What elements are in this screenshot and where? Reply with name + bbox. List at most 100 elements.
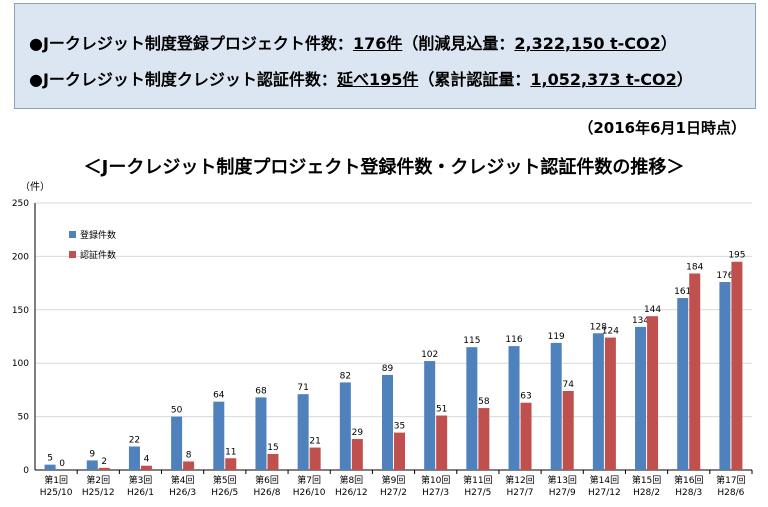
y-tick-label: 150	[12, 306, 29, 316]
x-tick-label-date: H26/12	[335, 488, 368, 498]
x-tick-label-round: 第7回	[297, 474, 321, 486]
bar-certified	[98, 467, 110, 470]
data-label-registered: 64	[213, 391, 225, 401]
data-label-certified: 4	[144, 455, 150, 465]
bullet: ●	[29, 70, 43, 89]
x-tick-label-round: 第17回	[716, 474, 745, 486]
data-label-certified: 74	[562, 380, 574, 390]
data-label-certified: 11	[225, 447, 236, 457]
registered-projects-count: 176件	[352, 34, 403, 53]
legend-label: 認証件数	[80, 249, 116, 261]
bar-registered	[44, 464, 56, 470]
x-tick-label-date: H26/1	[127, 488, 154, 498]
data-label-registered: 134	[632, 316, 649, 326]
bar-certified	[267, 453, 279, 470]
bar-certified	[436, 415, 448, 470]
x-tick-label-date: H28/3	[675, 488, 702, 498]
x-tick-label-date: H26/5	[211, 488, 238, 498]
y-tick-label: 0	[23, 466, 29, 476]
x-tick-label-round: 第10回	[421, 474, 450, 486]
summary-box: ●Jークレジット制度登録プロジェクト件数：176件（削減見込量：2,322,15…	[14, 3, 756, 109]
data-label-certified: 35	[394, 422, 405, 432]
bar-registered	[382, 374, 393, 470]
y-tick-label: 200	[12, 252, 29, 262]
bar-certified	[689, 273, 701, 470]
data-label-certified: 58	[478, 397, 490, 407]
data-label-registered: 116	[505, 335, 522, 345]
data-label-registered: 68	[255, 386, 267, 396]
y-tick-label: 50	[18, 413, 30, 423]
certified-amount-prefix: （累計認証量：	[418, 70, 531, 89]
bar-registered	[171, 416, 183, 470]
bar-certified	[478, 408, 490, 470]
reduction-prefix: （削減見込量：	[402, 34, 515, 53]
x-tick-label-round: 第16回	[674, 474, 703, 486]
x-tick-label-round: 第8回	[339, 474, 363, 486]
bar-certified	[604, 337, 616, 470]
y-tick-label: 100	[12, 359, 29, 369]
bar-certified	[183, 461, 195, 470]
x-tick-label-date: H27/5	[464, 488, 491, 498]
bar-certified	[562, 390, 574, 470]
x-tick-label-round: 第1回	[44, 474, 68, 486]
data-label-registered: 119	[548, 332, 565, 342]
x-tick-label-round: 第9回	[382, 474, 406, 486]
x-tick-label-round: 第6回	[255, 474, 279, 486]
x-tick-label-date: H27/3	[422, 488, 449, 498]
x-tick-label-date: H25/12	[82, 488, 115, 498]
x-tick-label-round: 第12回	[505, 474, 534, 486]
x-tick-label-date: H27/2	[380, 488, 407, 498]
data-label-registered: 50	[171, 406, 183, 416]
x-tick-label-round: 第3回	[129, 474, 153, 486]
y-axis-unit-label: （件）	[20, 181, 50, 193]
as-of-date: （2016年6月1日時点）	[578, 119, 746, 137]
bar-certified	[647, 316, 659, 470]
bar-registered	[466, 347, 478, 470]
data-label-registered: 71	[297, 383, 308, 393]
bar-registered	[635, 326, 647, 470]
bar-registered	[719, 282, 731, 470]
certified-amount-value: 1,052,373 t-CO2	[530, 70, 677, 89]
data-label-registered: 89	[382, 364, 394, 374]
certified-credits-label: Jークレジット制度クレジット認証件数：	[42, 70, 337, 89]
certified-credits-line: ●Jークレジット制度クレジット認証件数：延べ195件（累計認証量：1,052,3…	[29, 66, 693, 90]
x-tick-label-round: 第14回	[590, 474, 619, 486]
bar-registered	[508, 346, 520, 470]
data-label-registered: 161	[674, 287, 691, 297]
chart-title: ＜Jークレジット制度プロジェクト登録件数・クレジット認証件数の推移＞	[83, 157, 685, 178]
x-tick-label-date: H27/7	[507, 488, 534, 498]
bar-certified	[225, 458, 237, 470]
data-label-registered: 102	[421, 350, 438, 360]
bar-registered	[592, 333, 604, 470]
x-tick-label-date: H27/12	[588, 488, 621, 498]
registered-projects-line: ●Jークレジット制度登録プロジェクト件数：176件（削減見込量：2,322,15…	[29, 30, 677, 54]
x-tick-label-date: H28/6	[717, 488, 744, 498]
x-tick-label-round: 第5回	[213, 474, 237, 486]
data-label-certified: 8	[186, 450, 192, 460]
x-tick-label-date: H26/8	[253, 488, 280, 498]
data-label-registered: 115	[463, 336, 480, 346]
registered-projects-label: Jークレジット制度登録プロジェクト件数：	[42, 34, 353, 53]
data-label-certified: 15	[267, 443, 278, 453]
x-tick-label-date: H25/10	[40, 488, 73, 498]
bar-registered	[677, 298, 689, 470]
bar-registered	[128, 446, 140, 470]
data-label-registered: 128	[590, 322, 607, 332]
bar-registered	[297, 394, 309, 470]
x-tick-label-date: H28/2	[633, 488, 660, 498]
data-label-certified: 144	[644, 305, 661, 315]
x-tick-label-date: H27/9	[549, 488, 576, 498]
data-label-registered: 22	[129, 436, 140, 446]
x-tick-label-round: 第2回	[86, 474, 110, 486]
bar-registered	[424, 361, 436, 470]
x-tick-label-round: 第15回	[632, 474, 661, 486]
data-label-certified: 21	[309, 437, 320, 447]
data-label-certified: 63	[520, 392, 531, 402]
x-tick-label-round: 第11回	[463, 474, 492, 486]
bar-registered	[213, 401, 225, 470]
bar-certified	[140, 465, 152, 470]
data-label-certified: 29	[352, 428, 364, 438]
reduction-suffix: ）	[660, 34, 677, 53]
bar-certified	[520, 402, 532, 470]
